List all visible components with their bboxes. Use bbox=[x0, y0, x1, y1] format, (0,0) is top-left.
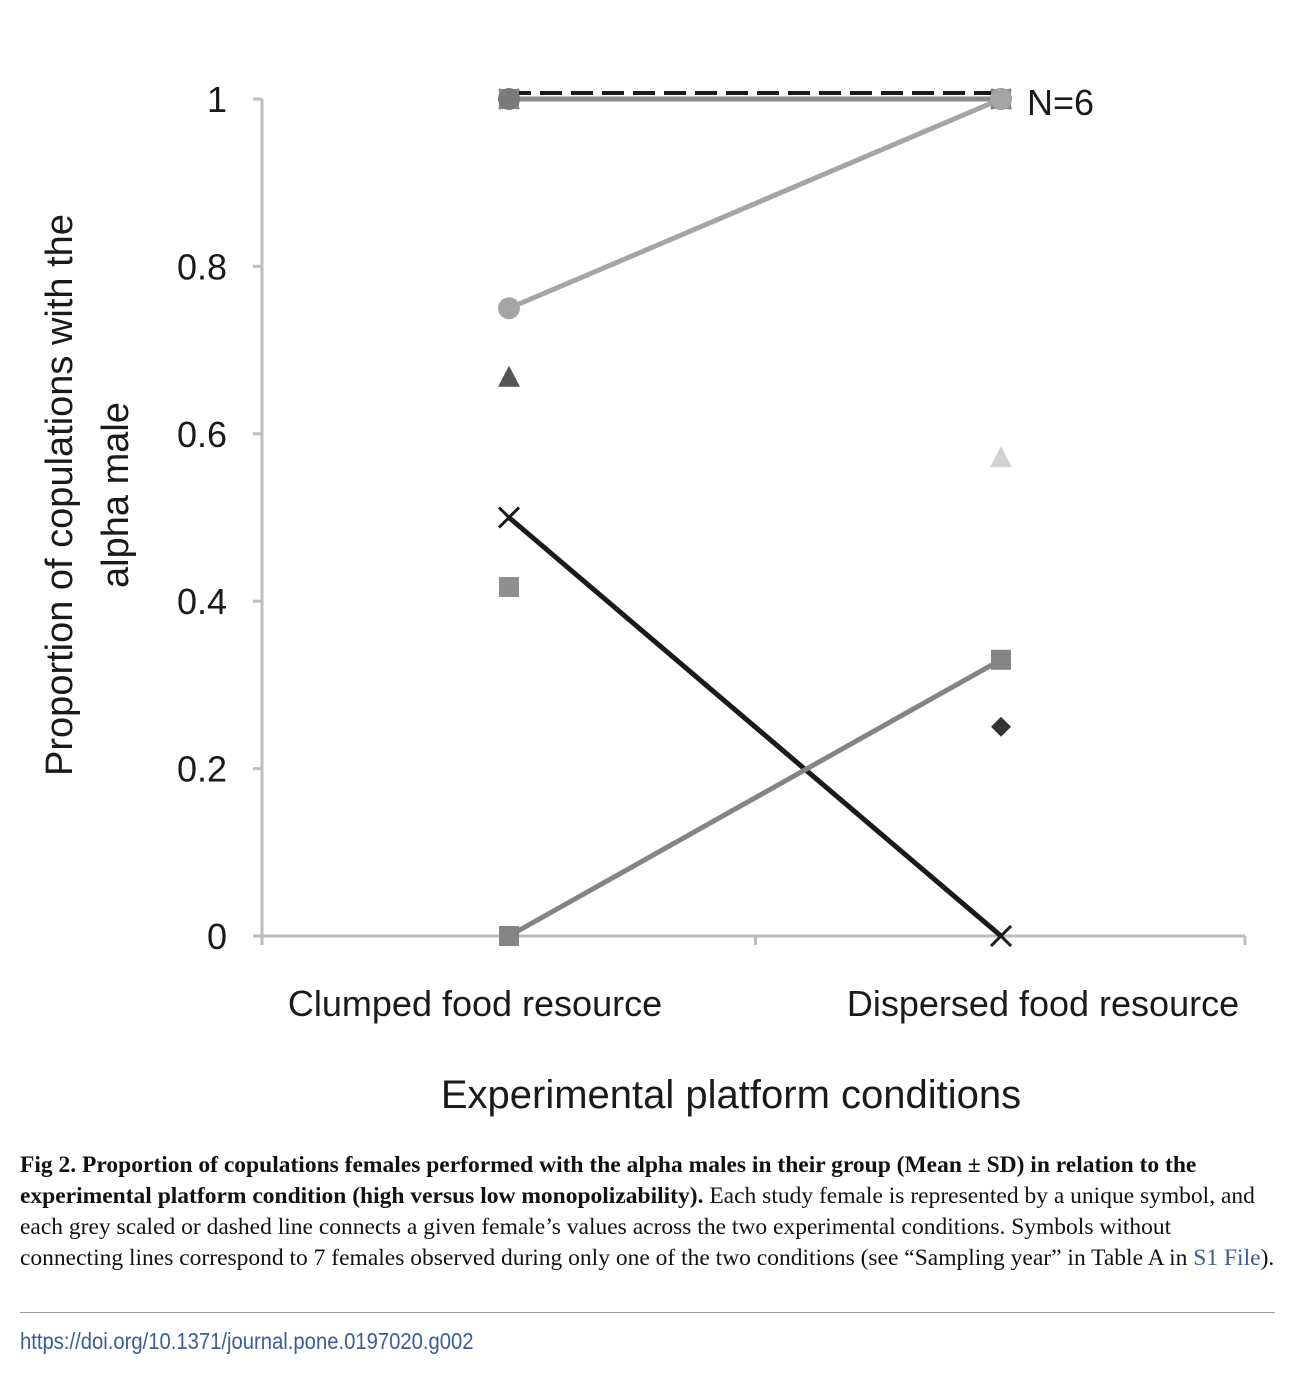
circle-marker bbox=[498, 88, 520, 110]
series-line bbox=[507, 515, 1003, 938]
y-tick-label: 0.6 bbox=[177, 414, 227, 455]
y-tick-label: 0.4 bbox=[177, 581, 227, 622]
x-tick-label: Dispersed food resource bbox=[847, 983, 1239, 1024]
figure-caption: Fig 2. Proportion of copulations females… bbox=[20, 1150, 1275, 1274]
circle-marker bbox=[990, 88, 1012, 110]
y-axis-title-line: alpha male bbox=[95, 402, 137, 588]
axes bbox=[253, 97, 1247, 945]
n-annotation: N=6 bbox=[1027, 82, 1094, 123]
y-axis-title: Proportion of copulations with the alpha … bbox=[39, 214, 137, 776]
x-axis-title: Experimental platform conditions bbox=[441, 1073, 1021, 1117]
y-axis-title-line: Proportion of copulations with the bbox=[39, 214, 81, 776]
diamond-marker bbox=[991, 716, 1011, 737]
y-tick-label: 0.2 bbox=[177, 749, 227, 790]
x-marker-stroke bbox=[989, 924, 1013, 948]
chart: 0 0.2 0.4 0.6 0.8 1 Clumped food resource Dispe… bbox=[39, 79, 1247, 1117]
series-line bbox=[508, 96, 1002, 311]
series-lines bbox=[507, 91, 1003, 939]
caption-tail: ). bbox=[1260, 1245, 1275, 1271]
x-marker-stroke bbox=[497, 506, 521, 529]
caption-body: Each study female is represented by a un… bbox=[20, 1183, 1255, 1271]
square-marker bbox=[499, 926, 519, 946]
x-marker bbox=[497, 506, 521, 529]
y-tick-label: 0 bbox=[207, 916, 227, 957]
s1-file-link[interactable]: S1 File bbox=[1193, 1245, 1261, 1271]
x-tick-label: Clumped food resource bbox=[288, 983, 662, 1024]
circle-marker bbox=[498, 297, 520, 320]
caption-title: Fig 2. Proportion of copulations females… bbox=[20, 1152, 1197, 1209]
series-markers bbox=[497, 87, 1013, 948]
y-tick-label: 0.8 bbox=[177, 246, 227, 287]
triangle-marker bbox=[990, 446, 1012, 468]
series-line bbox=[507, 657, 1003, 939]
axis-labels: 0 0.2 0.4 0.6 0.8 1 Clumped food resource Dispe… bbox=[39, 79, 1239, 1117]
x-marker bbox=[989, 924, 1013, 948]
y-tick-label: 1 bbox=[207, 79, 227, 120]
triangle-marker bbox=[498, 365, 520, 387]
square-marker bbox=[991, 649, 1011, 670]
doi-link[interactable]: https://doi.org/10.1371/journal.pone.019… bbox=[20, 1328, 474, 1354]
square-marker bbox=[499, 576, 519, 597]
caption-divider bbox=[20, 1312, 1275, 1313]
